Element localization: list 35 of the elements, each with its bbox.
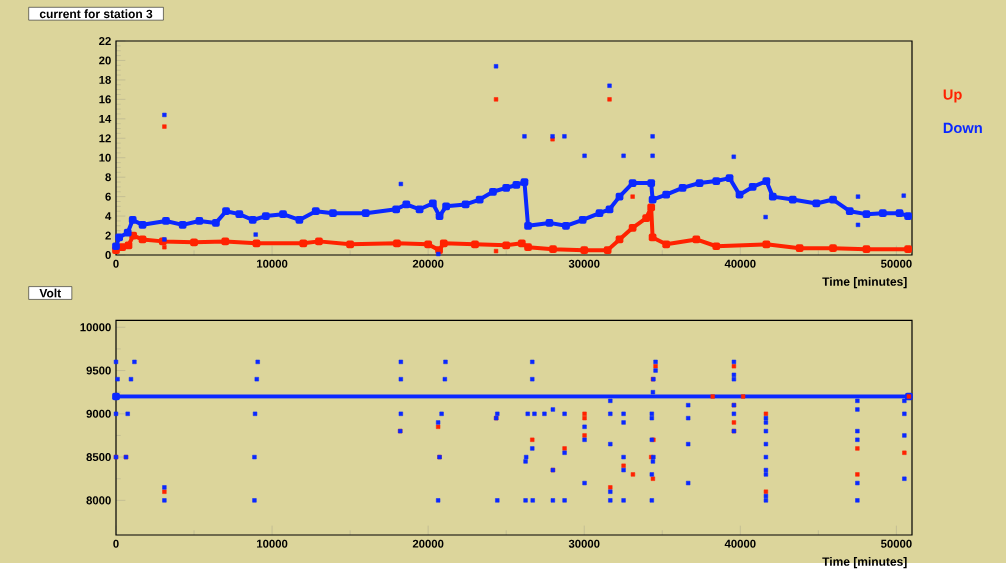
x-tick-label: 40000 (724, 259, 756, 268)
y-tick-label: 6 (105, 192, 111, 201)
y-tick-label: 12 (99, 134, 111, 143)
text: Down (943, 122, 982, 134)
x-tick-label: 50000 (880, 259, 912, 268)
chart-title: Volt (39, 288, 62, 298)
x-axis-title: Time [minutes] (822, 277, 907, 289)
y-tick-label: 2 (105, 231, 111, 240)
y-tick-label: 18 (99, 76, 111, 85)
y-tick-label: 8000 (86, 496, 111, 505)
x-tick-label: 20000 (412, 259, 444, 268)
x-tick-label: 30000 (568, 539, 600, 548)
y-tick-label: 10 (99, 153, 111, 162)
y-tick-label: 8 (105, 173, 111, 182)
text: Up (943, 89, 962, 103)
y-tick-label: 9500 (86, 366, 111, 375)
x-tick-label: 40000 (724, 539, 756, 548)
x-tick-label: 0 (113, 539, 119, 548)
x-tick-label: 50000 (880, 539, 912, 548)
x-tick-label: 30000 (568, 259, 600, 268)
x-tick-label: 20000 (412, 539, 444, 548)
x-axis-title: Time [minutes] (822, 557, 907, 569)
x-tick-label: 10000 (257, 259, 288, 268)
x-tick-label: 10000 (257, 539, 288, 548)
y-tick-label: 8500 (86, 453, 111, 462)
y-tick-label: 4 (105, 212, 112, 221)
y-tick-label: 14 (99, 115, 112, 123)
y-tick-label: 10000 (80, 323, 111, 332)
x-tick-label: 0 (113, 259, 119, 268)
y-tick-label: 9000 (86, 409, 111, 418)
y-tick-label: 16 (99, 95, 111, 104)
chart-title: current for station 3 (39, 9, 153, 19)
y-tick-label: 22 (99, 37, 111, 46)
y-tick-label: 0 (105, 251, 111, 260)
y-tick-label: 20 (99, 56, 111, 65)
